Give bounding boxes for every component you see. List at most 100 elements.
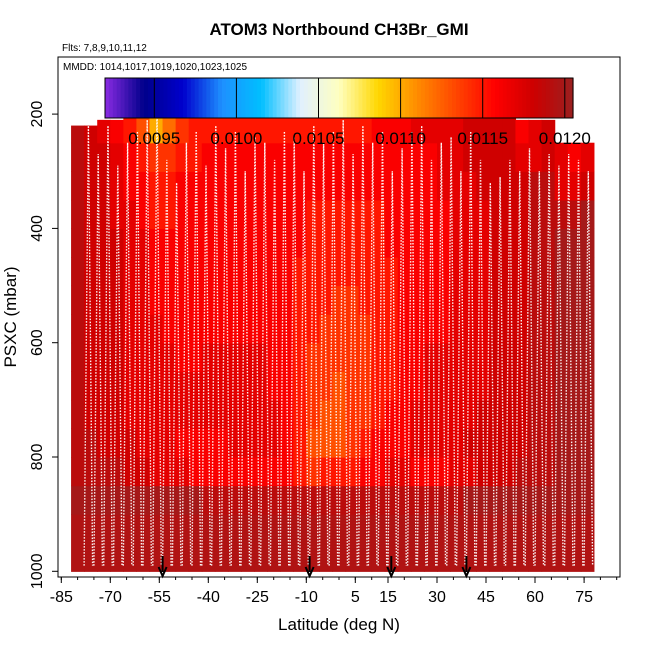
- heatmap-cell: [580, 228, 595, 258]
- colorbar-segment: [249, 78, 254, 118]
- heatmap-cell: [463, 314, 477, 344]
- dates-label: MMDD: 1014,1017,1019,1020,1023,1025: [63, 62, 247, 73]
- heatmap-cell: [541, 171, 556, 201]
- heatmap-cell: [227, 428, 242, 458]
- heatmap-cell: [97, 371, 111, 401]
- heatmap-cell: [227, 371, 242, 401]
- heatmap-cell: [201, 142, 216, 172]
- heatmap-cell: [201, 371, 216, 401]
- heatmap-cell: [489, 457, 503, 487]
- x-tick-label: -85: [50, 589, 73, 606]
- heatmap-cell: [319, 314, 334, 344]
- heatmap-cell: [423, 142, 438, 172]
- heatmap-cell: [450, 342, 464, 372]
- x-axis: -85 -70 -55 -40 -25 -10 5 15 30 45 60 75: [50, 577, 618, 606]
- heatmap-cell: [71, 342, 85, 372]
- heatmap-cell: [463, 457, 477, 487]
- heatmap-cell: [162, 428, 177, 458]
- colorbar-segment: [124, 78, 129, 118]
- heatmap-cell: [136, 228, 151, 258]
- heatmap-cell: [214, 428, 229, 458]
- colorbar-segment: [545, 78, 551, 118]
- heatmap-cell: [240, 171, 255, 201]
- heatmap-cell: [410, 485, 425, 515]
- colorbar-segment: [424, 78, 430, 118]
- heatmap-cell: [476, 257, 490, 287]
- heatmap-cell: [136, 514, 151, 572]
- heatmap-cell: [110, 399, 124, 430]
- heatmap-cell: [319, 257, 334, 287]
- heatmap-cell: [97, 342, 111, 372]
- heatmap-cell: [175, 399, 190, 430]
- heatmap-cell: [567, 514, 582, 572]
- heatmap-cell: [306, 399, 320, 430]
- heatmap-cell: [254, 114, 268, 144]
- heatmap-cell: [136, 314, 151, 344]
- heatmap-cell: [397, 285, 412, 315]
- heatmap-cell: [345, 285, 360, 315]
- heatmap-cell: [149, 342, 164, 372]
- heatmap-cell: [502, 314, 517, 344]
- heatmap-cell: [384, 171, 399, 201]
- heatmap-cell: [162, 514, 177, 572]
- heatmap-cell: [123, 457, 138, 487]
- heatmap-cell: [254, 514, 268, 572]
- heatmap-cell: [175, 314, 190, 344]
- heatmap-cell: [463, 171, 477, 201]
- colorbar-segment: [257, 78, 262, 118]
- heatmap-cell: [358, 342, 373, 372]
- heatmap-cell: [149, 314, 164, 344]
- heatmap-cell: [358, 514, 373, 572]
- heatmap-cell: [306, 285, 320, 315]
- heatmap-cell: [149, 428, 164, 458]
- heatmap-cell: [410, 142, 425, 172]
- heatmap-cell: [267, 399, 281, 430]
- heatmap-cell: [384, 457, 399, 487]
- heatmap-cell: [567, 142, 582, 172]
- heatmap-cell: [384, 142, 399, 172]
- heatmap-cell: [254, 257, 268, 287]
- y-tick-label: 600: [29, 329, 46, 356]
- heatmap-cell: [358, 114, 373, 144]
- heatmap-cell: [489, 371, 503, 401]
- heatmap-cell: [227, 314, 242, 344]
- heatmap-cell: [306, 342, 320, 372]
- colorbar-segment: [534, 78, 539, 118]
- x-tick-label: 75: [575, 589, 593, 606]
- heatmap-cell: [84, 199, 98, 230]
- heatmap-cell: [528, 342, 543, 372]
- heatmap-cell: [71, 171, 85, 201]
- heatmap-cell: [554, 199, 569, 230]
- heatmap-cell: [136, 342, 151, 372]
- heatmap-cell: [384, 314, 399, 344]
- heatmap-cell: [384, 428, 399, 458]
- heatmap-cell: [567, 342, 582, 372]
- heatmap-cell: [450, 285, 464, 315]
- heatmap-cell: [162, 228, 177, 258]
- heatmap-cell: [110, 171, 124, 201]
- heatmap-cell: [201, 199, 216, 230]
- heatmap-cell: [554, 171, 569, 201]
- heatmap-cell: [371, 314, 386, 344]
- heatmap-cell: [123, 228, 138, 258]
- colorbar-segment: [268, 78, 274, 118]
- heatmap-cell: [476, 371, 490, 401]
- heatmap-cell: [450, 428, 464, 458]
- heatmap-cell: [358, 199, 373, 230]
- heatmap-cell: [358, 228, 373, 258]
- x-tick-label: -10: [295, 589, 318, 606]
- heatmap-cell: [162, 485, 177, 515]
- heatmap-cell: [397, 199, 412, 230]
- heatmap-cell: [502, 285, 517, 315]
- heatmap-cell: [280, 485, 294, 515]
- chart-title: ATOM3 Northbound CH3Br_GMI: [209, 20, 468, 39]
- heatmap-cell: [71, 457, 85, 487]
- heatmap-cell: [149, 399, 164, 430]
- heatmap-cell: [319, 199, 334, 230]
- heatmap-cell: [397, 257, 412, 287]
- heatmap-cell: [463, 228, 477, 258]
- heatmap-cell: [280, 314, 294, 344]
- colorbar-segment: [378, 78, 383, 118]
- colorbar-segment: [487, 78, 492, 118]
- heatmap-cell: [541, 371, 556, 401]
